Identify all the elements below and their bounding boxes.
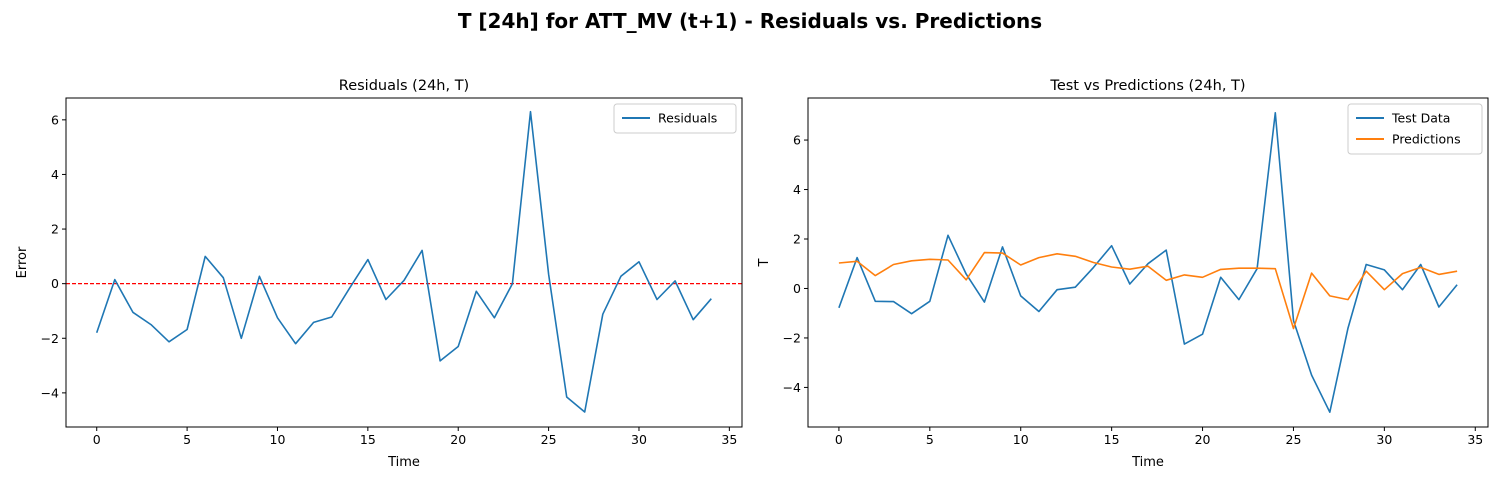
x-tick-label: 35 [1467,432,1483,447]
x-tick-label: 10 [270,432,286,447]
y-tick-label: −4 [783,380,801,395]
x-tick-label: 5 [183,432,191,447]
x-tick-label: 0 [93,432,101,447]
y-tick-label: −2 [783,330,801,345]
y-tick-label: 2 [51,222,59,237]
x-tick-label: 35 [721,432,737,447]
x-tick-label: 15 [360,432,376,447]
legend: Residuals [614,104,736,133]
y-tick-label: 6 [51,112,59,127]
subplot-title: Residuals (24h, T) [339,78,469,94]
legend-label: Residuals [658,111,717,126]
x-tick-label: 25 [541,432,557,447]
x-tick-label: 20 [1195,432,1211,447]
y-tick-label: −4 [41,385,59,400]
x-axis-label: Time [387,455,420,470]
x-tick-label: 30 [1376,432,1392,447]
x-tick-label: 25 [1286,432,1302,447]
y-tick-label: 4 [793,182,801,197]
y-axis-label: T [757,258,772,267]
y-tick-label: 0 [793,281,801,296]
x-tick-label: 10 [1013,432,1029,447]
x-tick-label: 15 [1104,432,1120,447]
x-tick-label: 5 [926,432,934,447]
series-line-test-data [839,113,1457,412]
y-axis-label: Error [15,246,30,278]
y-tick-label: 0 [51,276,59,291]
y-tick-label: 6 [793,133,801,148]
legend-label: Test Data [1391,111,1450,126]
x-tick-label: 20 [450,432,466,447]
y-tick-label: 4 [51,167,59,182]
x-tick-label: 0 [835,432,843,447]
axes-frame [66,98,742,427]
legend: Test Data Predictions [1348,104,1482,154]
subplot-title: Test vs Predictions (24h, T) [1049,78,1245,94]
series-line-residuals [97,112,712,412]
y-tick-label: 2 [793,232,801,247]
legend-label: Predictions [1392,132,1461,147]
y-tick-label: −2 [41,331,59,346]
subplot-1: Residuals (24h, T) 0 5 10 15 20 25 30 35 −4 −2 0 2 4 6… [15,78,742,470]
figure-suptitle: T [24h] for ATT_MV (t+1) - Residuals vs.… [458,9,1042,33]
x-tick-label: 30 [631,432,647,447]
x-axis-label: Time [1131,455,1164,470]
